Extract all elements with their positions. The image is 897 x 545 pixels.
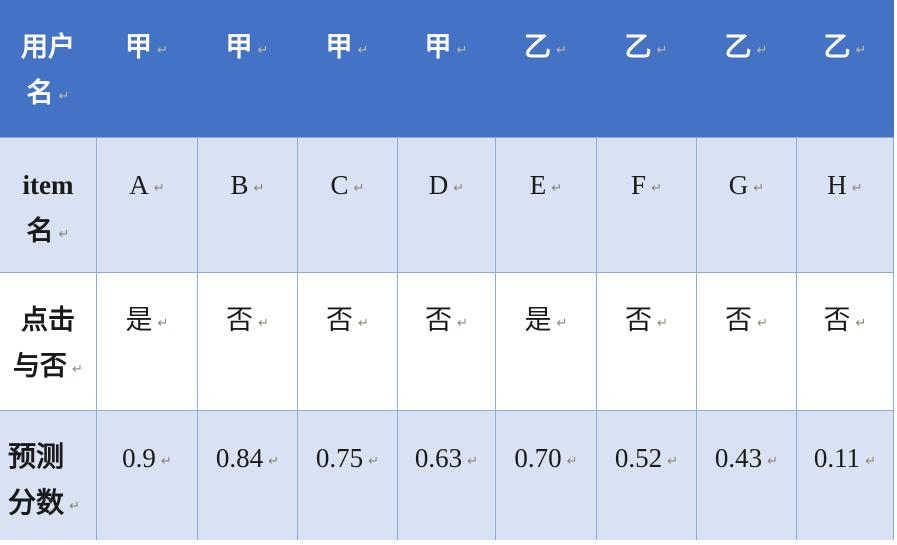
pilcrow-icon: ↵	[72, 362, 83, 377]
table-cell: 0.75 ↵	[297, 411, 397, 540]
table-cell: 否 ↵	[397, 273, 495, 410]
pilcrow-icon: ↵	[456, 43, 468, 58]
table-cell: H ↵	[796, 138, 893, 272]
table-cell: C ↵	[297, 138, 397, 272]
row-label-item-name: item 名 ↵	[0, 138, 96, 272]
header-cell: 甲 ↵	[325, 32, 369, 62]
pilcrow-icon: ↵	[855, 43, 867, 58]
header-label-line2: 名 ↵	[26, 78, 70, 108]
table-cell: E ↵	[495, 138, 596, 272]
pilcrow-icon: ↵	[268, 454, 280, 469]
header-cell: 甲 ↵	[125, 32, 168, 62]
pilcrow-icon: ↵	[157, 316, 169, 331]
table-cell: 否 ↵	[696, 273, 796, 410]
table-cell: 0.84 ↵	[197, 411, 297, 540]
pilcrow-icon: ↵	[467, 454, 479, 469]
pilcrow-icon: ↵	[767, 454, 779, 469]
table-cell: A ↵	[96, 138, 197, 272]
pilcrow-icon: ↵	[551, 181, 563, 196]
pilcrow-icon: ↵	[368, 454, 380, 469]
pilcrow-icon: ↵	[855, 316, 867, 331]
header-cell: 乙 ↵	[724, 32, 768, 62]
table-cell: 0.63 ↵	[397, 411, 495, 540]
pilcrow-icon: ↵	[453, 181, 465, 196]
row-label-line2: 与否 ↵	[13, 351, 83, 381]
row-label-line1: 点击	[21, 305, 75, 335]
table-cell: 是 ↵	[96, 273, 197, 410]
pilcrow-icon: ↵	[58, 227, 70, 242]
table-cell: 0.43 ↵	[696, 411, 796, 540]
header-cell: 乙 ↵	[524, 32, 567, 62]
table-row-predicted-score: 预测 分数 ↵ 0.9 ↵ 0.84 ↵ 0.75 ↵ 0.63 ↵ 0.70 ↵ 0.52…	[0, 410, 894, 540]
row-label-clicked: 点击 与否 ↵	[0, 273, 96, 410]
header-label-line1: 用户	[21, 32, 75, 62]
pilcrow-icon: ↵	[253, 181, 265, 196]
pilcrow-icon: ↵	[258, 316, 269, 331]
pilcrow-icon: ↵	[358, 316, 369, 331]
pilcrow-icon: ↵	[753, 181, 765, 196]
row-label-predicted-score: 预测 分数 ↵	[0, 411, 96, 540]
table-cell: F ↵	[596, 138, 696, 272]
header-label-username: 用户 名 ↵	[0, 0, 96, 137]
table-row-item-name: item 名 ↵ A ↵ B ↵ C ↵ D ↵ E ↵ F ↵ G ↵ H ↵	[0, 137, 894, 272]
table-cell: 否 ↵	[796, 273, 893, 410]
table-cell: 0.11 ↵	[796, 411, 893, 540]
pilcrow-icon: ↵	[257, 43, 269, 58]
table-cell: G ↵	[696, 138, 796, 272]
pilcrow-icon: ↵	[556, 43, 567, 58]
header-cell: 乙 ↵	[823, 32, 867, 62]
pilcrow-icon: ↵	[865, 454, 877, 469]
table-cell: 否 ↵	[596, 273, 696, 410]
table-row-clicked: 点击 与否 ↵ 是 ↵ 否 ↵ 否 ↵ 否 ↵ 是 ↵ 否 ↵ 否 ↵ 否 ↵	[0, 272, 894, 410]
pilcrow-icon: ↵	[556, 316, 568, 331]
table-cell: D ↵	[397, 138, 495, 272]
pilcrow-icon: ↵	[651, 181, 662, 196]
row-label-line1: item	[22, 170, 74, 200]
header-cell: 甲 ↵	[424, 32, 468, 62]
pilcrow-icon: ↵	[58, 89, 70, 104]
table-cell: B ↵	[197, 138, 297, 272]
pilcrow-icon: ↵	[160, 454, 172, 469]
row-label-line1: 预测	[8, 442, 65, 473]
pilcrow-icon: ↵	[153, 181, 165, 196]
table-cell: 0.52 ↵	[596, 411, 696, 540]
table-header-row: 用户 名 ↵ 甲 ↵ 甲 ↵ 甲 ↵ 甲 ↵ 乙 ↵ 乙 ↵ 乙 ↵ 乙 ↵	[0, 0, 894, 137]
pilcrow-icon: ↵	[357, 43, 369, 58]
header-cell: 乙 ↵	[624, 32, 668, 62]
pilcrow-icon: ↵	[667, 454, 679, 469]
pilcrow-icon: ↵	[756, 43, 768, 58]
pilcrow-icon: ↵	[353, 181, 365, 196]
pilcrow-icon: ↵	[69, 499, 80, 514]
pilcrow-icon: ↵	[757, 316, 768, 331]
table-cell: 否 ↵	[297, 273, 397, 410]
table-cell: 0.70 ↵	[495, 411, 596, 540]
pilcrow-icon: ↵	[851, 181, 863, 196]
pilcrow-icon: ↵	[656, 43, 668, 58]
table-cell: 否 ↵	[197, 273, 297, 410]
pilcrow-icon: ↵	[157, 43, 168, 58]
table-cell: 0.9 ↵	[96, 411, 197, 540]
pilcrow-icon: ↵	[457, 316, 468, 331]
table-cell: 是 ↵	[495, 273, 596, 410]
header-cell: 甲 ↵	[225, 32, 269, 62]
pilcrow-icon: ↵	[566, 454, 578, 469]
row-label-line2: 名 ↵	[26, 216, 70, 246]
pilcrow-icon: ↵	[657, 316, 668, 331]
row-label-line2: 分数 ↵	[8, 488, 80, 519]
